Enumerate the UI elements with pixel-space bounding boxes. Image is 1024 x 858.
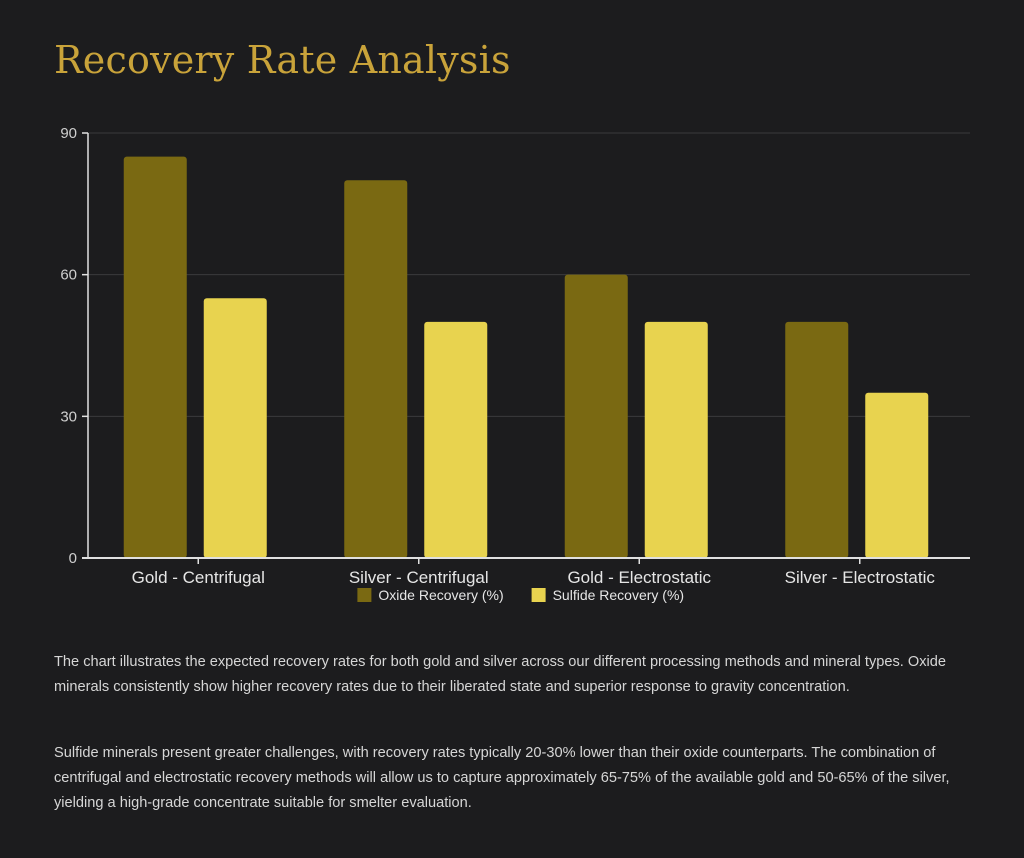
x-tick-label: Silver - Centrifugal	[349, 568, 489, 587]
bar-sulfide-0	[203, 298, 267, 558]
bar-sulfide-3	[865, 392, 929, 558]
bar-sulfide-1	[424, 321, 488, 558]
legend-label-sulfide: Sulfide Recovery (%)	[553, 587, 685, 603]
bar-oxide-3	[785, 321, 849, 558]
bar-chart: 0 30 60 90 Gold - Centrifugal Silver - Centri…	[60, 125, 970, 603]
y-tick-label: 90	[60, 125, 77, 142]
bar-oxide-2	[564, 274, 628, 558]
bar-sulfide-2	[644, 321, 708, 558]
axes: 0 30 60 90 Gold - Centrifugal Silver - Centri…	[60, 125, 970, 587]
bar-oxide-1	[344, 180, 408, 558]
bar-oxide-0	[123, 156, 187, 558]
legend-label-oxide: Oxide Recovery (%)	[378, 587, 503, 603]
x-tick-label: Gold - Centrifugal	[132, 568, 265, 587]
y-tick-label: 60	[60, 267, 77, 284]
legend: Oxide Recovery (%) Sulfide Recovery (%)	[357, 587, 684, 603]
y-tick-label: 30	[60, 408, 77, 425]
x-tick-label: Gold - Electrostatic	[567, 568, 711, 587]
page-title: Recovery Rate Analysis	[54, 38, 511, 82]
legend-swatch-sulfide	[531, 588, 546, 602]
description-paragraph-1: The chart illustrates the expected recov…	[54, 654, 947, 695]
description-paragraph-2: Sulfide minerals present greater challen…	[54, 745, 950, 811]
legend-swatch-oxide	[357, 588, 372, 602]
bars	[123, 156, 929, 558]
x-tick-label: Silver - Electrostatic	[785, 568, 936, 587]
y-tick-label: 0	[69, 550, 77, 567]
